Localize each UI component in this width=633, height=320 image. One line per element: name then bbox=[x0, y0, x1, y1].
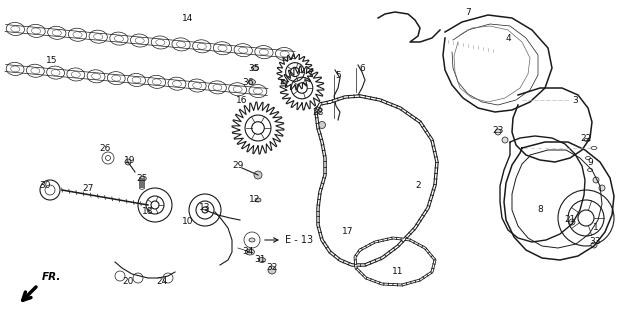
Ellipse shape bbox=[249, 238, 255, 242]
Circle shape bbox=[591, 242, 597, 248]
Text: 18: 18 bbox=[142, 207, 154, 217]
Text: 5: 5 bbox=[335, 70, 341, 79]
Text: 34: 34 bbox=[242, 247, 254, 257]
Text: 9: 9 bbox=[587, 157, 593, 166]
Circle shape bbox=[268, 266, 276, 274]
Text: 3: 3 bbox=[572, 95, 578, 105]
Text: 7: 7 bbox=[465, 7, 471, 17]
Text: 33: 33 bbox=[589, 237, 601, 246]
Text: 11: 11 bbox=[392, 268, 404, 276]
Text: FR.: FR. bbox=[42, 272, 61, 282]
Text: 8: 8 bbox=[537, 205, 543, 214]
Text: 30: 30 bbox=[39, 180, 51, 189]
Text: 6: 6 bbox=[359, 63, 365, 73]
Text: 28: 28 bbox=[312, 108, 323, 116]
Text: 16: 16 bbox=[236, 95, 248, 105]
Text: 10: 10 bbox=[182, 218, 194, 227]
Text: 31: 31 bbox=[254, 255, 266, 265]
Text: 17: 17 bbox=[342, 228, 354, 236]
Text: 13: 13 bbox=[199, 204, 211, 212]
Circle shape bbox=[569, 219, 575, 225]
Ellipse shape bbox=[246, 249, 254, 255]
Text: 22: 22 bbox=[580, 133, 592, 142]
Circle shape bbox=[125, 159, 131, 165]
Text: 1: 1 bbox=[593, 223, 599, 233]
Text: 36: 36 bbox=[242, 77, 254, 86]
Text: 19: 19 bbox=[124, 156, 135, 164]
Text: 27: 27 bbox=[82, 183, 94, 193]
Circle shape bbox=[593, 177, 599, 183]
Text: 2: 2 bbox=[415, 180, 421, 189]
Text: 15: 15 bbox=[46, 55, 58, 65]
Circle shape bbox=[495, 129, 501, 135]
Text: 29: 29 bbox=[232, 161, 244, 170]
Text: E - 13: E - 13 bbox=[285, 235, 313, 245]
Circle shape bbox=[599, 185, 605, 191]
Circle shape bbox=[254, 171, 262, 179]
Text: 26: 26 bbox=[99, 143, 111, 153]
Ellipse shape bbox=[255, 198, 261, 202]
Text: 14: 14 bbox=[182, 13, 194, 22]
Text: 32: 32 bbox=[266, 263, 278, 273]
Circle shape bbox=[318, 122, 325, 129]
Text: 12: 12 bbox=[249, 196, 261, 204]
Text: 35: 35 bbox=[248, 63, 260, 73]
Text: 23: 23 bbox=[492, 125, 504, 134]
Ellipse shape bbox=[249, 79, 256, 84]
Circle shape bbox=[502, 137, 508, 143]
Circle shape bbox=[315, 107, 322, 114]
Text: 25: 25 bbox=[136, 173, 147, 182]
Ellipse shape bbox=[258, 258, 265, 262]
Text: 4: 4 bbox=[505, 34, 511, 43]
Text: 20: 20 bbox=[122, 277, 134, 286]
Ellipse shape bbox=[251, 66, 258, 70]
Text: 21: 21 bbox=[564, 215, 575, 225]
Text: 24: 24 bbox=[156, 277, 168, 286]
